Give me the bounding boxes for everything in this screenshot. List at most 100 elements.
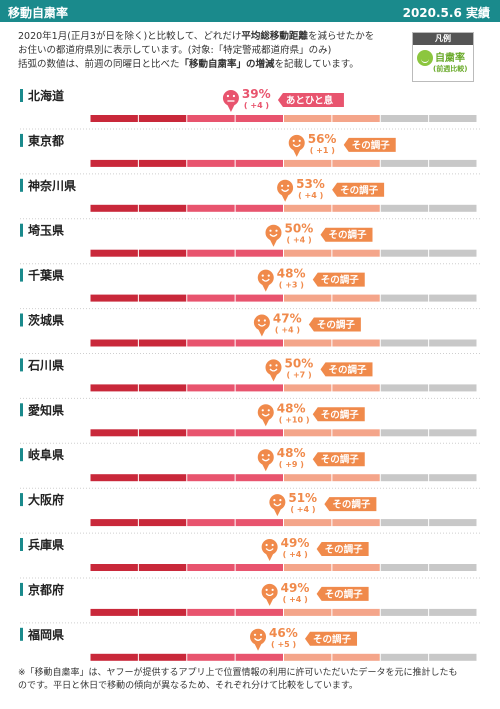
smile-face-icon: [288, 134, 305, 151]
face-eye: [271, 543, 274, 547]
face-mouth: [261, 413, 270, 417]
face-pointer: [265, 597, 274, 606]
bar-segment: [332, 159, 380, 167]
bar-segment: [332, 294, 380, 302]
chart-row: 愛知県 48%( +10 ) その調子: [20, 401, 480, 444]
smile-face-icon: [265, 224, 282, 241]
face-pointer: [292, 148, 301, 157]
value-label: 56%: [308, 132, 337, 146]
bar-segment: [138, 249, 187, 257]
bar-segment: [380, 429, 429, 437]
status-badge: [312, 272, 365, 287]
value-label: 48%: [277, 267, 306, 281]
change-label: ( +7 ): [287, 370, 312, 379]
face-pointer: [257, 328, 266, 337]
bar-segment: [429, 384, 477, 392]
bar-segment: [380, 564, 429, 571]
face-pointer: [281, 193, 290, 202]
bar-segment: [284, 653, 332, 661]
bar-segment: [380, 384, 429, 392]
bar-segment: [90, 429, 138, 437]
bar-segment: [380, 474, 429, 482]
row-marker: [20, 133, 23, 147]
change-label: ( +4 ): [283, 595, 308, 604]
status-label: その調子: [321, 274, 360, 286]
face-mouth: [265, 592, 274, 597]
face-eye: [261, 274, 264, 277]
row-marker: [20, 493, 23, 507]
status-badge: [312, 452, 365, 467]
bar-segment: [332, 564, 380, 571]
face-eye: [257, 319, 260, 322]
value-label: 47%: [273, 312, 302, 326]
chart-row: 埼玉県 50%( +4 ) その調子: [20, 222, 480, 265]
bar-segment: [332, 384, 380, 392]
face-eye: [275, 229, 278, 232]
value-label: 50%: [285, 356, 314, 370]
bar-segment: [138, 115, 187, 122]
bar-segment: [332, 608, 380, 616]
face-eye: [298, 139, 301, 142]
bar-segment: [429, 564, 477, 571]
chart-row: 東京都 56%( +1 ) その調子: [20, 132, 480, 175]
face-eye: [279, 499, 282, 502]
change-label: ( +3 ): [279, 281, 304, 290]
face-mouth: [261, 458, 270, 462]
bar-segment: [90, 474, 138, 482]
row-marker: [20, 403, 23, 417]
bar-segment: [90, 204, 138, 212]
face-eye: [267, 409, 270, 412]
legend-label: 自粛率: [435, 53, 465, 64]
change-label: ( +4 ): [244, 101, 269, 110]
category-label: 石川県: [27, 358, 64, 372]
status-label: あとひと息: [286, 95, 334, 107]
header-bar: 移動自粛率 2020.5.6 実績: [0, 0, 500, 22]
bar-segment: [284, 339, 332, 347]
face-mouth: [261, 278, 270, 282]
bar-segment: [380, 249, 429, 257]
face-eye: [267, 274, 270, 277]
value-label: 39%: [242, 87, 271, 101]
bar-segment: [138, 384, 187, 392]
bar-segment: [429, 249, 477, 257]
face-mouth: [292, 143, 301, 148]
page-title: 移動自粛率: [8, 6, 69, 20]
row-marker: [20, 358, 23, 372]
face-eye: [273, 499, 276, 502]
face-pointer: [273, 508, 282, 517]
footnote: ※「移動自粛率」は、ヤフーが提供するアプリ上で位置情報の利用に許可いただいたデー…: [18, 667, 488, 693]
bar-segment: [332, 653, 380, 661]
smile-face-icon: [257, 269, 274, 286]
chart-row: 大阪府 51%( +4 ) その調子: [20, 491, 480, 534]
face-pointer: [261, 418, 270, 427]
bar-segment: [235, 115, 283, 122]
face-pointer: [254, 642, 263, 651]
value-label: 49%: [281, 581, 310, 595]
row-marker: [20, 582, 23, 596]
bar-segment: [429, 294, 477, 302]
face-pointer: [261, 283, 270, 292]
bar-segment: [90, 159, 138, 167]
bar-segment: [429, 519, 477, 527]
status-label: その調子: [332, 499, 371, 511]
change-label: ( +5 ): [271, 640, 296, 649]
bar-segment: [187, 159, 235, 167]
face-eye: [292, 139, 295, 142]
chart-row: 福岡県 46%( +5 ) その調子: [20, 626, 477, 661]
face-eye: [267, 454, 270, 457]
bar-segment: [235, 159, 283, 167]
legend-title: 凡例: [413, 33, 473, 45]
bar-segment: [90, 294, 138, 302]
intro-line-2: お住いの都道府県別に表示しています。(対象:「特定警戒都道府県」のみ): [18, 45, 332, 56]
status-label: その調子: [329, 364, 368, 376]
face-eye: [271, 588, 274, 592]
bar-segment: [187, 653, 235, 661]
sad-face-icon: [222, 90, 239, 106]
status-label: その調子: [340, 184, 379, 196]
bar-segment: [90, 339, 138, 347]
row-marker: [20, 448, 23, 462]
face-eye: [259, 633, 263, 636]
smile-face-icon: [253, 314, 270, 331]
bar-segment: [332, 204, 380, 212]
